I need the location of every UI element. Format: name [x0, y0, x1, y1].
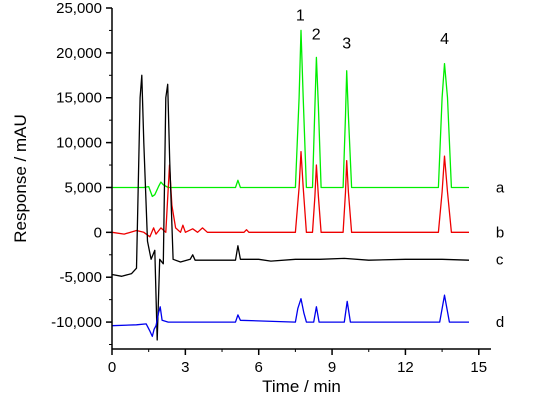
y-tick-label: -5,000 [59, 269, 102, 286]
axes [111, 8, 491, 350]
trace-d-label: d [496, 314, 504, 331]
y-tick-label: 25,000 [56, 0, 102, 17]
y-axis-title: Response / mAU [11, 114, 30, 243]
peak-label-1: 1 [296, 8, 305, 25]
peak-label-2: 2 [312, 26, 321, 43]
x-tick-label: 6 [255, 359, 263, 376]
x-tick-label: 12 [397, 359, 414, 376]
trace-labels: a bc d [496, 179, 505, 331]
trace-a-label: a [496, 179, 505, 196]
x-tick-label: 15 [470, 359, 487, 376]
trace-d-line [111, 294, 469, 338]
trace-c-line [111, 74, 470, 341]
peak-label-4: 4 [440, 31, 449, 48]
y-tick-label: 10,000 [56, 135, 102, 152]
trace-a-line [112, 29, 469, 198]
y-tick-label: 5,000 [64, 179, 102, 196]
trace-c-label: c [496, 251, 504, 268]
y-tick-label: -10,000 [51, 314, 102, 331]
x-axis-title: Time / min [262, 377, 341, 396]
peak-labels: 12 3 4 [296, 8, 449, 53]
trace-b-line [111, 150, 469, 238]
x-ticks: 0 3 6 9 12 15 [108, 349, 487, 376]
peak-label-3: 3 [342, 35, 351, 52]
x-tick-label: 9 [328, 359, 336, 376]
y-tick-label: 15,000 [56, 90, 102, 107]
y-tick-label: 0 [94, 224, 102, 241]
y-ticks: 25,000 20,000 15,000 10,000 5,000 0 -5,000 -10,… [51, 0, 112, 346]
x-tick-label: 3 [181, 359, 189, 376]
traces [111, 29, 470, 341]
trace-b-label: b [496, 224, 504, 241]
y-tick-label: 20,000 [56, 45, 102, 62]
x-tick-label: 0 [108, 359, 116, 376]
